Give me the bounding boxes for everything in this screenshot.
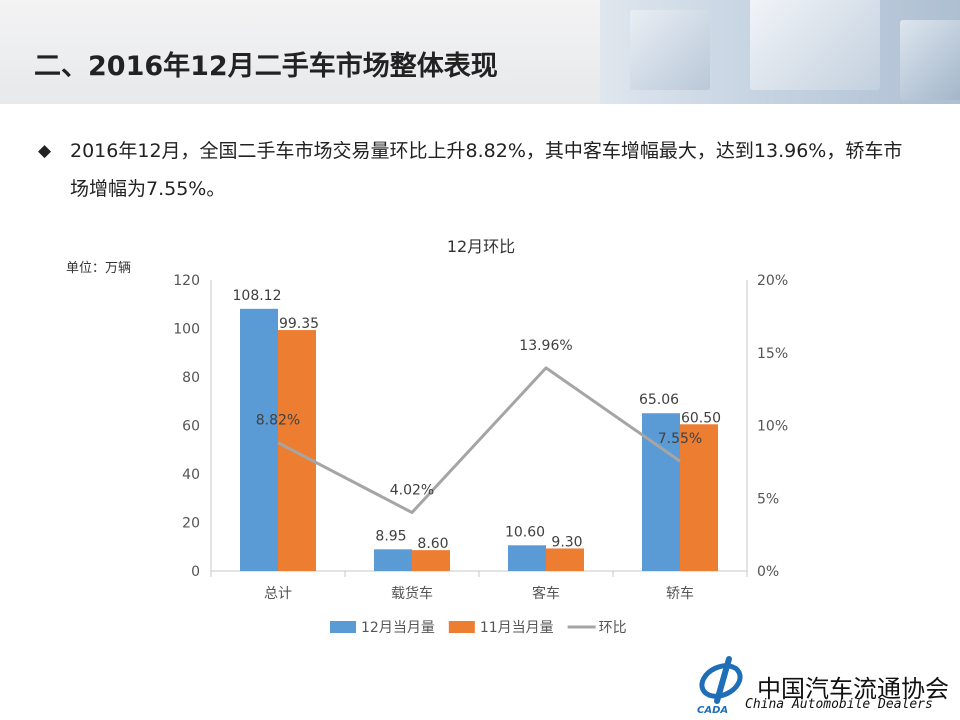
- y-left-tick-label: 80: [182, 370, 200, 386]
- deco-cube: [630, 10, 710, 90]
- diamond-bullet-icon: ◆: [38, 141, 52, 161]
- logo-chinese-name: 中国汽车流通协会: [757, 675, 949, 703]
- x-category-label: 载货车: [391, 585, 433, 602]
- legend-label: 环比: [599, 620, 627, 636]
- y-left-tick-label: 60: [182, 419, 200, 435]
- y-right-tick-label: 20%: [757, 273, 788, 289]
- bar-dec: [508, 545, 546, 571]
- x-category-label: 轿车: [666, 585, 694, 602]
- bar-value-label: 99.35: [279, 316, 319, 332]
- page-title: 二、2016年12月二手车市场整体表现: [34, 51, 498, 82]
- cada-logo: CADA 中国汽车流通协会 China Automobile Dealers: [695, 655, 955, 715]
- line-series-mom: [277, 366, 681, 515]
- bar-nov: [680, 424, 718, 571]
- chart-title: 12月环比: [447, 237, 515, 256]
- header-banner: 二、2016年12月二手车市场整体表现: [0, 0, 960, 104]
- line-value-label: 7.55%: [658, 431, 702, 447]
- y-right-tick-label: 15%: [757, 346, 788, 362]
- y-right-tick-label: 5%: [757, 491, 779, 507]
- unit-label: 单位：万辆: [66, 261, 131, 276]
- bar-value-label: 8.95: [375, 528, 406, 544]
- bar-nov: [412, 550, 450, 571]
- logo-mark: CADA: [697, 705, 728, 715]
- bar-value-label: 9.30: [551, 534, 582, 550]
- y-left-tick-label: 40: [182, 467, 200, 483]
- bar-value-label: 108.12: [233, 288, 282, 304]
- legend-swatch: [448, 621, 475, 633]
- chart: 12月环比 单位：万辆 0 20 40 60 80 100 120 0% 5% 10% 15% 20%…: [66, 237, 788, 636]
- line-value-label: 4.02%: [390, 483, 434, 499]
- bar-nov: [278, 330, 316, 571]
- line-value-label: 8.82%: [256, 413, 300, 429]
- y-right-tick-label: 10%: [757, 419, 788, 435]
- bar-nov: [546, 548, 584, 571]
- line-value-label: 13.96%: [519, 338, 572, 354]
- cada-emblem-icon: CADA: [697, 656, 743, 715]
- bar-dec: [240, 308, 278, 571]
- bar-value-label: 60.50: [681, 410, 721, 426]
- bar-value-label: 10.60: [505, 524, 545, 540]
- header-decoration: [600, 0, 960, 104]
- y-left-tick-label: 100: [173, 322, 200, 338]
- deco-cube: [900, 20, 960, 100]
- y-left-tick-label: 20: [182, 516, 200, 532]
- legend-label: 12月当月量: [361, 620, 435, 636]
- legend-label: 11月当月量: [480, 620, 554, 636]
- legend-swatch: [330, 621, 356, 633]
- bar-value-label: 65.06: [639, 392, 679, 408]
- deco-cube: [750, 0, 880, 90]
- logo-english-name: China Automobile Dealers: [745, 697, 933, 712]
- bar-value-label: 8.60: [417, 536, 448, 552]
- y-right-tick-label: 0%: [757, 564, 779, 580]
- bar-dec: [374, 549, 412, 571]
- y-left-tick-label: 120: [173, 273, 200, 289]
- y-left-tick-label: 0: [191, 564, 200, 580]
- x-category-label: 客车: [532, 585, 560, 602]
- x-category-label: 总计: [264, 586, 292, 602]
- summary-text: 2016年12月，全国二手车市场交易量环比上升8.82%，其中客车增幅最大，达到…: [70, 140, 903, 200]
